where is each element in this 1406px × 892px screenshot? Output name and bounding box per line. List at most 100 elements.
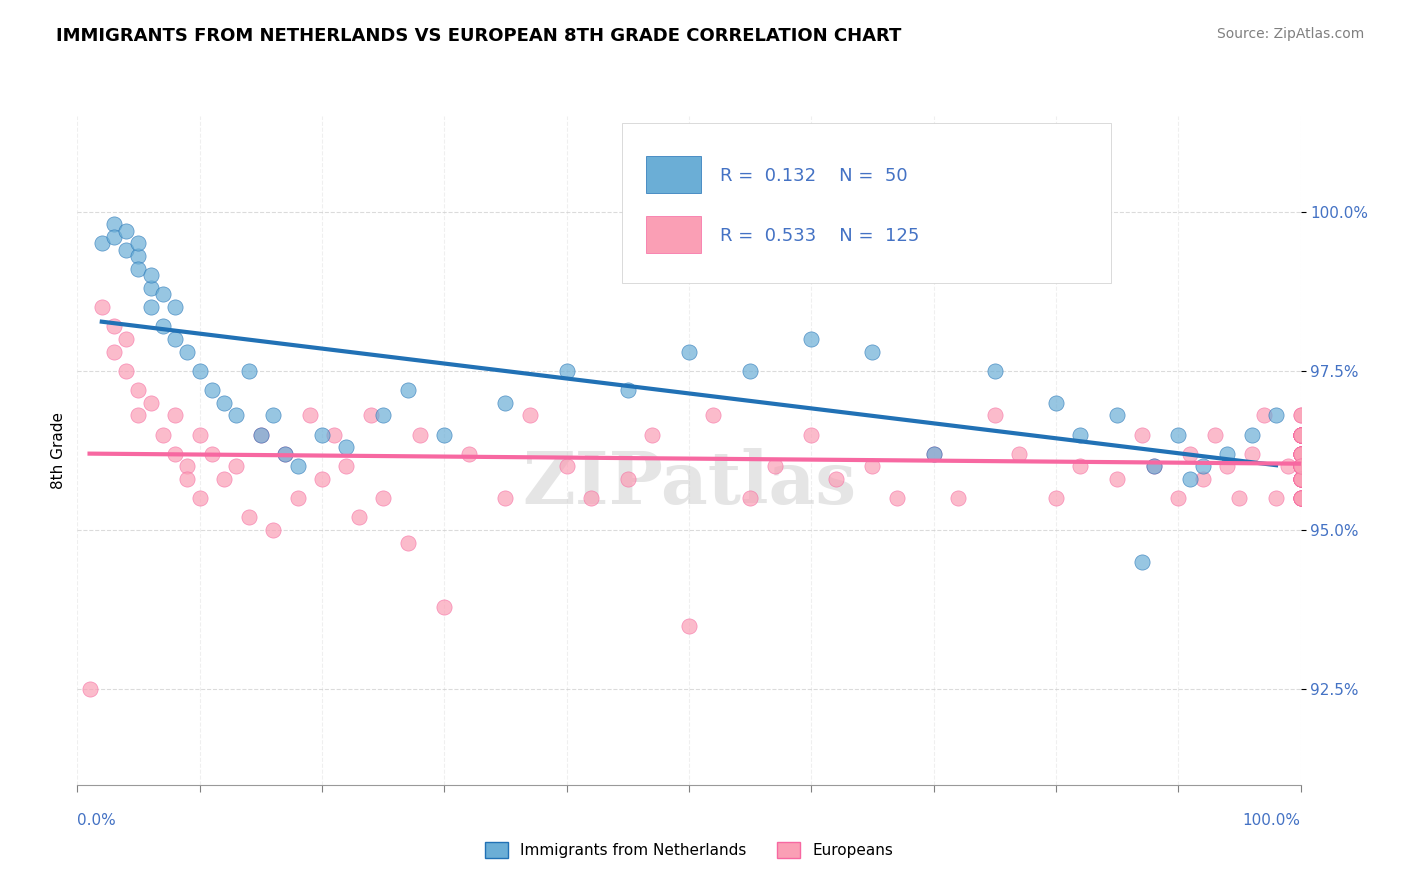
- Point: [1289, 447, 1312, 461]
- Point: [1180, 447, 1202, 461]
- Point: [115, 364, 138, 378]
- Point: [127, 249, 149, 263]
- Point: [740, 491, 762, 506]
- Point: [165, 332, 187, 346]
- Point: [1191, 472, 1213, 486]
- Point: [1289, 447, 1312, 461]
- Point: [495, 491, 517, 506]
- Point: [188, 364, 211, 378]
- Point: [1069, 459, 1091, 474]
- Point: [139, 268, 162, 283]
- Point: [1289, 427, 1312, 442]
- Point: [1289, 472, 1312, 486]
- Point: [165, 409, 187, 423]
- Point: [176, 459, 198, 474]
- Point: [127, 261, 149, 276]
- Point: [1240, 427, 1263, 442]
- Y-axis label: 8th Grade: 8th Grade: [51, 412, 66, 489]
- FancyBboxPatch shape: [621, 123, 1111, 284]
- Point: [1289, 447, 1312, 461]
- Point: [1289, 459, 1312, 474]
- Point: [298, 409, 321, 423]
- Point: [800, 427, 823, 442]
- Point: [115, 243, 138, 257]
- Point: [555, 459, 578, 474]
- Point: [1289, 472, 1312, 486]
- Point: [984, 409, 1007, 423]
- Point: [250, 427, 273, 442]
- Point: [1289, 427, 1312, 442]
- Point: [1265, 409, 1288, 423]
- Point: [946, 491, 969, 506]
- Point: [800, 332, 823, 346]
- Point: [103, 344, 125, 359]
- Point: [617, 472, 640, 486]
- Point: [1289, 491, 1312, 506]
- Point: [238, 510, 260, 524]
- Point: [433, 599, 456, 614]
- Point: [1289, 491, 1312, 506]
- Text: IMMIGRANTS FROM NETHERLANDS VS EUROPEAN 8TH GRADE CORRELATION CHART: IMMIGRANTS FROM NETHERLANDS VS EUROPEAN …: [56, 27, 901, 45]
- Point: [1045, 491, 1067, 506]
- Point: [396, 536, 419, 550]
- Point: [555, 364, 578, 378]
- Point: [862, 344, 884, 359]
- Point: [1289, 459, 1312, 474]
- Point: [1289, 447, 1312, 461]
- Point: [212, 395, 235, 409]
- Point: [1289, 447, 1312, 461]
- Point: [188, 491, 211, 506]
- Point: [1289, 447, 1312, 461]
- Point: [1289, 427, 1312, 442]
- Point: [1289, 447, 1312, 461]
- Point: [433, 427, 456, 442]
- Text: ZIPatlas: ZIPatlas: [522, 449, 856, 519]
- Point: [103, 230, 125, 244]
- Point: [1204, 427, 1226, 442]
- Point: [1289, 427, 1312, 442]
- Point: [1130, 427, 1153, 442]
- Point: [1289, 427, 1312, 442]
- Point: [1289, 459, 1312, 474]
- Point: [396, 383, 419, 397]
- Point: [139, 395, 162, 409]
- Point: [371, 491, 394, 506]
- Point: [1216, 459, 1239, 474]
- Point: [127, 383, 149, 397]
- Bar: [647, 216, 702, 253]
- Text: R =  0.132    N =  50: R = 0.132 N = 50: [720, 167, 907, 186]
- Point: [103, 217, 125, 231]
- Point: [250, 427, 273, 442]
- Point: [90, 236, 112, 251]
- Point: [1289, 427, 1312, 442]
- Point: [274, 447, 297, 461]
- Point: [1107, 409, 1129, 423]
- Point: [1008, 447, 1031, 461]
- Point: [1289, 491, 1312, 506]
- Point: [1289, 427, 1312, 442]
- Legend: Immigrants from Netherlands, Europeans: Immigrants from Netherlands, Europeans: [479, 836, 898, 864]
- Text: R =  0.533    N =  125: R = 0.533 N = 125: [720, 227, 920, 245]
- Point: [1069, 427, 1091, 442]
- Point: [311, 472, 333, 486]
- Point: [495, 395, 517, 409]
- Point: [1240, 447, 1263, 461]
- Point: [212, 472, 235, 486]
- Point: [1216, 447, 1239, 461]
- Point: [176, 344, 198, 359]
- Point: [1289, 459, 1312, 474]
- Point: [287, 491, 309, 506]
- Point: [1191, 459, 1213, 474]
- Point: [1289, 472, 1312, 486]
- Text: 100.0%: 100.0%: [1243, 814, 1301, 828]
- Point: [519, 409, 541, 423]
- Point: [1229, 491, 1251, 506]
- Point: [238, 364, 260, 378]
- Point: [579, 491, 602, 506]
- Point: [360, 409, 382, 423]
- Point: [1289, 491, 1312, 506]
- Point: [1289, 427, 1312, 442]
- Point: [152, 319, 174, 334]
- Point: [409, 427, 432, 442]
- Point: [1289, 472, 1312, 486]
